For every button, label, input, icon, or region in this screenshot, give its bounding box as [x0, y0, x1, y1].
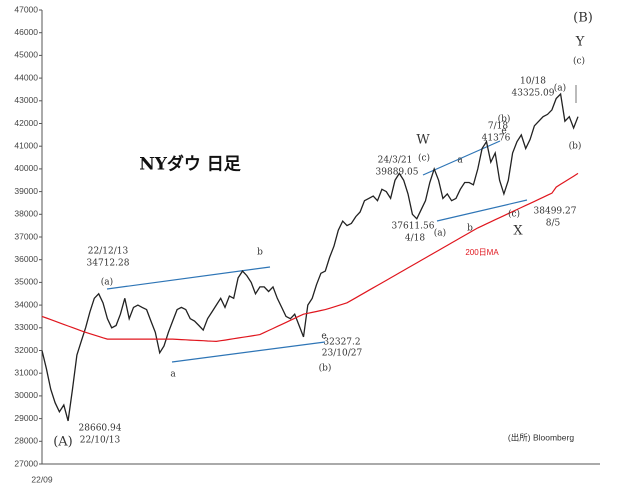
y-tick-label: 33000	[14, 322, 38, 332]
trendline	[106, 266, 271, 290]
y-tick-label: 37000	[14, 231, 38, 241]
trendlines	[106, 140, 528, 363]
y-tick-label: 43000	[14, 95, 38, 105]
annotation: 32327.2	[323, 338, 360, 348]
y-tick-label: 34000	[14, 299, 38, 309]
annotation: 28660.94	[79, 424, 122, 434]
annotation: 22/12/13	[88, 247, 129, 257]
trendline	[436, 199, 528, 222]
trendline	[171, 341, 326, 363]
annotation: e	[501, 127, 506, 137]
annotation: 39889.05	[376, 168, 419, 178]
ma-label: 200日MA	[465, 248, 499, 257]
price-line	[41, 92, 579, 422]
y-tick-label: 41000	[14, 140, 38, 150]
y-tick-label: 38000	[14, 209, 38, 219]
annotation: 10/18	[520, 77, 546, 87]
annotation: 4/18	[405, 234, 425, 244]
annotation: 41376	[482, 134, 511, 144]
y-tick-label: 32000	[14, 345, 38, 355]
annotation: X	[513, 224, 523, 239]
source: (出所) Bloomberg	[508, 432, 574, 442]
y-tick-label: 46000	[14, 27, 38, 37]
chart-title: NYダウ 日足	[139, 154, 241, 175]
y-tick-label: 47000	[14, 4, 38, 14]
annotation: 34712.28	[87, 259, 130, 269]
y-tick-label: 36000	[14, 254, 38, 264]
y-tick-label: 28000	[14, 436, 38, 446]
y-tick-label: 42000	[14, 118, 38, 128]
y-tick-label: 30000	[14, 390, 38, 400]
y-tick-label: 29000	[14, 413, 38, 423]
annotation: (b)	[498, 114, 511, 125]
annotation: (a)	[101, 277, 113, 288]
y-tick-label: 35000	[14, 277, 38, 287]
annotation: 23/10/27	[322, 349, 363, 359]
y-tick-label: 39000	[14, 186, 38, 196]
annotation: 38499.27	[534, 207, 577, 217]
y-tick-label: 31000	[14, 367, 38, 377]
y-tick-label: 45000	[14, 50, 38, 60]
annotation: (b)	[319, 363, 332, 374]
annotation: 22/10/13	[80, 436, 121, 446]
annotation: (A)	[53, 435, 73, 450]
x-tick-label: 22/09	[31, 474, 53, 484]
annotation: a	[170, 370, 176, 380]
annotation: (c)	[418, 153, 430, 164]
annotation: a	[457, 156, 463, 166]
annotation: b	[467, 224, 473, 234]
annotation: 43325.09	[512, 89, 555, 99]
annotation: 37611.56	[392, 222, 435, 232]
annotation: (a)	[434, 228, 446, 239]
annotation: W	[416, 133, 430, 148]
annotation: 7/18	[488, 122, 508, 132]
annotation: 24/3/21	[378, 156, 413, 166]
annotation: (b)	[569, 141, 582, 152]
y-tick-label: 44000	[14, 72, 38, 82]
annotation: (c)	[508, 209, 520, 220]
annotation: e	[321, 332, 326, 342]
ma-line	[41, 172, 579, 343]
annotation: (B)	[573, 11, 593, 26]
annotation: Y	[575, 35, 585, 50]
y-tick-label: 27000	[14, 458, 38, 468]
annotation: (a)	[554, 83, 566, 94]
annotation: b	[257, 248, 263, 258]
annotation: (c)	[573, 56, 585, 67]
annotation: 8/5	[546, 219, 561, 229]
y-tick-label: 40000	[14, 163, 38, 173]
